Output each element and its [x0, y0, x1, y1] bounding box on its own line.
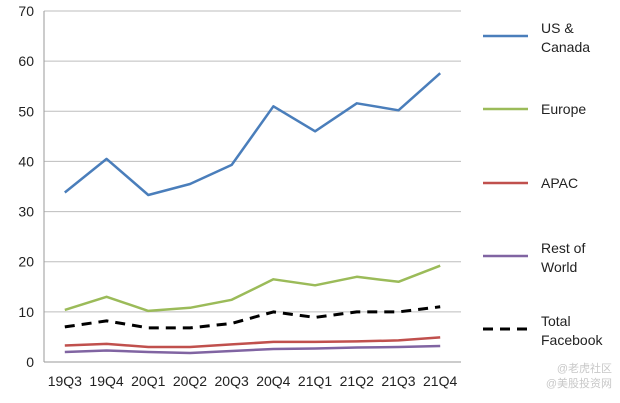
series-line-apac: [64, 336, 441, 349]
x-tick-label-20Q2: 20Q2: [173, 373, 207, 389]
legend-label-rest-of-world: Rest of: [541, 240, 585, 256]
watermark-line: @美股投资网: [546, 376, 612, 390]
x-tick-label-20Q1: 20Q1: [131, 373, 165, 389]
legend-label-us-canada: US &: [541, 20, 574, 36]
x-tick-label-19Q3: 19Q3: [48, 373, 82, 389]
x-tick-label-19Q4: 19Q4: [89, 373, 123, 389]
y-tick-label-70: 70: [18, 3, 34, 19]
series-line-us-canada: [64, 72, 442, 197]
legend-label-us-canada: Canada: [541, 39, 590, 55]
legend-label-europe: Europe: [541, 101, 586, 117]
series-line-rest-of-world: [64, 344, 441, 355]
gridlines: [43, 10, 461, 363]
x-tick-label-21Q4: 21Q4: [423, 373, 457, 389]
y-tick-label-30: 30: [18, 204, 34, 220]
y-tick-label-60: 60: [18, 53, 34, 69]
legend-label-total-facebook: Total: [541, 313, 571, 329]
x-tick-label-21Q3: 21Q3: [381, 373, 415, 389]
legend-label-apac: APAC: [541, 175, 578, 191]
y-tick-label-50: 50: [18, 103, 34, 119]
x-tick-label-21Q1: 21Q1: [298, 373, 332, 389]
y-tick-label-40: 40: [18, 153, 34, 169]
x-tick-label-20Q3: 20Q3: [215, 373, 249, 389]
series-lines: [64, 72, 442, 355]
x-axis-ticks: 19Q3 19Q4 20Q1 20Q2 20Q3 20Q4 21Q1 21Q2 21Q3 21Q4: [48, 373, 458, 389]
x-tick-label-21Q2: 21Q2: [340, 373, 374, 389]
watermark-line: @老虎社区: [557, 361, 612, 375]
legend-label-total-facebook: Facebook: [541, 332, 603, 348]
legend: US & Canada Europe APAC Rest of World Total Fac…: [483, 20, 603, 348]
x-tick-label-20Q4: 20Q4: [256, 373, 290, 389]
series-line-europe: [64, 264, 441, 313]
legend-label-rest-of-world: World: [541, 259, 577, 275]
y-tick-label-20: 20: [18, 254, 34, 270]
series-line-total-facebook: [64, 305, 441, 330]
watermark: @老虎社区@美股投资网: [546, 361, 612, 390]
y-tick-label-0: 0: [26, 354, 34, 370]
y-tick-label-10: 10: [18, 304, 34, 320]
y-axis-ticks: 0 10 20 30 40 50 60 70: [18, 3, 34, 370]
